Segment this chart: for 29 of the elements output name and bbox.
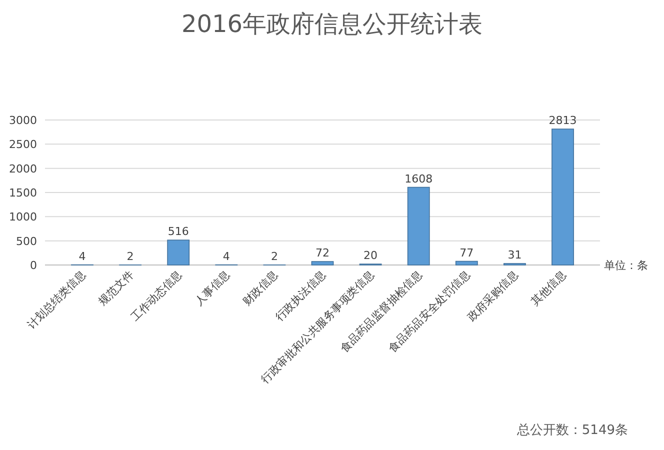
data-label: 4 [222,250,230,263]
data-label: 77 [460,246,474,260]
bar [407,186,430,266]
x-tick-label: 人事信息 [192,268,233,308]
bar [455,260,478,266]
data-label: 2 [270,250,278,263]
y-tick-label: 2500 [9,138,37,152]
bar [552,128,574,266]
data-label: 31 [508,248,522,262]
y-tick-label: 500 [16,234,37,248]
data-label: 72 [316,246,330,260]
bar [311,261,334,266]
y-tick-label: 2000 [9,162,37,176]
data-label: 1608 [404,172,433,186]
x-tick-label: 其他信息 [528,268,569,308]
data-label: 2813 [548,114,577,128]
y-tick-label: 1000 [9,210,37,224]
y-tick-label: 1500 [9,186,37,200]
data-label: 4 [78,250,86,263]
data-label: 20 [364,249,378,262]
chart-title: 2016年政府信息公开统计表 [181,10,483,38]
data-label: 516 [168,225,189,238]
bar [167,240,190,266]
x-tick-label: 规范文件 [96,268,136,308]
x-tick-label: 财政信息 [240,268,281,308]
data-label: 2 [126,250,134,263]
text: 单位：条 [604,259,648,272]
y-tick-label: 3000 [9,114,37,127]
text: 总公开数：5149条 [516,423,628,438]
